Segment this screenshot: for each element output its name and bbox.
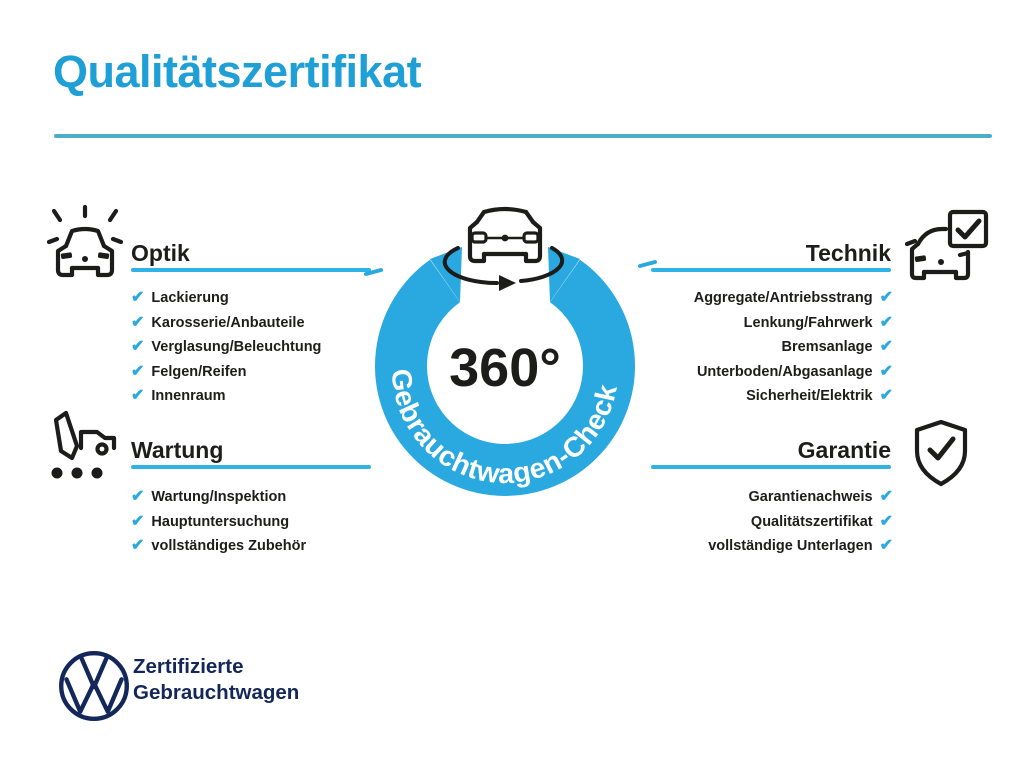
check-icon: ✔ xyxy=(879,313,893,331)
list-item: Aggregate/Antriebsstrang ✔ xyxy=(693,289,893,307)
check-icon: ✔ xyxy=(131,338,145,356)
list-item: ✔ Wartung/Inspektion xyxy=(131,488,287,506)
wartung-underline xyxy=(131,465,371,469)
check-icon: ✔ xyxy=(879,537,893,555)
check-icon: ✔ xyxy=(131,387,145,405)
list-item: vollständige Unterlagen ✔ xyxy=(708,537,893,555)
list-item: ✔ Hauptuntersuchung xyxy=(131,512,290,530)
ring-tip-left xyxy=(430,247,462,302)
shield-check-icon xyxy=(914,419,968,487)
section-heading-optik: Optik xyxy=(131,240,190,266)
rotating-car-icon xyxy=(442,206,565,286)
service-checklist-icon xyxy=(51,410,117,479)
360-check-badge: Gebrauchtwagen-Check 360° xyxy=(364,206,657,496)
brand-text: Zertifizierte Gebrauchtwagen xyxy=(133,654,299,706)
list-item: Garantienachweis ✔ xyxy=(748,488,893,506)
check-icon: ✔ xyxy=(879,338,893,356)
vw-logo xyxy=(59,651,129,721)
list-item: ✔ Felgen/Reifen xyxy=(131,362,247,380)
section-heading-wartung: Wartung xyxy=(131,437,224,463)
list-item: Unterboden/Abgasanlage ✔ xyxy=(696,362,893,380)
car-checkbox-icon xyxy=(904,209,989,281)
title-divider xyxy=(54,134,992,138)
technik-item-list: Aggregate/Antriebsstrang ✔ Lenkung/Fahrwe… xyxy=(593,286,893,409)
check-icon: ✔ xyxy=(879,512,893,530)
degree-label: 360° xyxy=(449,338,561,398)
wartung-item-list: ✔ Wartung/Inspektion ✔ Hauptuntersuchung ✔… xyxy=(131,485,306,559)
check-icon: ✔ xyxy=(879,488,893,506)
section-heading-technik: Technik xyxy=(805,240,891,266)
optik-underline xyxy=(131,268,371,272)
list-item: Bremsanlage ✔ xyxy=(781,338,893,356)
shine-dash-left xyxy=(364,268,383,276)
ring-tip-right xyxy=(548,247,580,302)
check-icon: ✔ xyxy=(879,362,893,380)
check-icon: ✔ xyxy=(131,289,145,307)
page-title: Qualitätszertifikat xyxy=(53,46,422,97)
check-icon: ✔ xyxy=(131,362,145,380)
shine-dash-right xyxy=(638,260,657,268)
check-icon: ✔ xyxy=(879,289,893,307)
ring-arc xyxy=(375,259,635,496)
check-icon: ✔ xyxy=(879,387,893,405)
check-icon: ✔ xyxy=(131,537,145,555)
list-item: Sicherheit/Elektrik ✔ xyxy=(746,387,893,405)
section-heading-garantie: Garantie xyxy=(797,437,891,463)
technik-underline xyxy=(651,268,891,272)
check-icon: ✔ xyxy=(131,313,145,331)
list-item: ✔ Lackierung xyxy=(131,289,229,307)
check-icon: ✔ xyxy=(131,488,145,506)
list-item: ✔ Karosserie/Anbauteile xyxy=(131,313,305,331)
list-item: Qualitätszertifikat ✔ xyxy=(750,512,893,530)
list-item: Lenkung/Fahrwerk ✔ xyxy=(743,313,893,331)
list-item: ✔ Verglasung/Beleuchtung xyxy=(131,338,322,356)
rotation-arrowhead xyxy=(499,275,516,291)
brand-line1: Zertifizierte xyxy=(133,655,244,678)
garantie-underline xyxy=(651,465,891,469)
brand-line2: Gebrauchtwagen xyxy=(133,681,300,704)
car-shine-icon xyxy=(46,204,124,278)
list-item: ✔ Innenraum xyxy=(131,387,226,405)
check-icon: ✔ xyxy=(131,512,145,530)
optik-item-list: ✔ Lackierung ✔ Karosserie/Anbauteile ✔ Verg… xyxy=(131,286,321,409)
garantie-item-list: Garantienachweis ✔ Qualitätszertifikat ✔ v… xyxy=(593,485,893,559)
list-item: ✔ vollständiges Zubehör xyxy=(131,537,307,555)
